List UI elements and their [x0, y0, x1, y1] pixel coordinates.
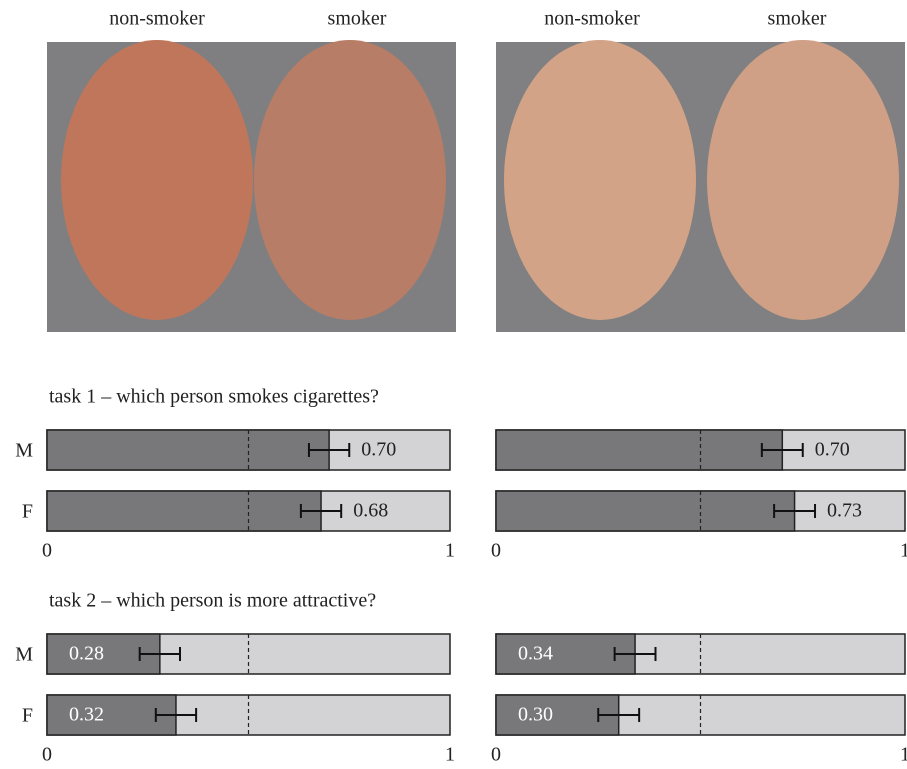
error-bar — [154, 708, 198, 722]
category-label: F — [22, 705, 33, 727]
error-bar — [597, 708, 641, 722]
bar — [495, 633, 636, 675]
error-bar — [138, 647, 181, 661]
category-label: M — [15, 644, 33, 666]
error-bar — [760, 443, 804, 457]
face — [707, 40, 899, 320]
bar — [46, 694, 177, 736]
face-label: smoker — [768, 8, 827, 30]
bar — [46, 490, 322, 532]
x-tick-label: 0 — [42, 744, 52, 764]
face-label: smoker — [328, 8, 387, 30]
x-tick-label: 1 — [445, 540, 455, 562]
category-label: F — [22, 501, 33, 523]
face-label: non-smoker — [109, 8, 205, 30]
value-label: 0.70 — [361, 439, 396, 461]
value-label: 0.68 — [353, 500, 388, 522]
error-bar — [613, 647, 657, 661]
bar — [46, 429, 330, 471]
face-label: non-smoker — [544, 8, 640, 30]
x-tick-label: 0 — [491, 540, 501, 562]
x-tick-label: 0 — [42, 540, 52, 562]
x-tick-label: 1 — [445, 744, 455, 764]
x-tick-label: 1 — [900, 540, 907, 562]
error-bar — [307, 443, 351, 457]
x-tick-label: 1 — [900, 744, 907, 764]
face — [61, 40, 253, 320]
value-label: 0.73 — [827, 500, 862, 522]
value-label: 0.70 — [815, 439, 850, 461]
chart-title: task 2 – which person is more attractive… — [49, 590, 376, 612]
category-label: M — [15, 440, 33, 462]
face — [504, 40, 696, 320]
value-label: 0.34 — [518, 643, 553, 665]
x-tick-label: 0 — [491, 744, 501, 764]
chart-title: task 1 – which person smokes cigarettes? — [49, 386, 379, 408]
value-label: 0.30 — [518, 704, 553, 726]
value-label: 0.28 — [69, 643, 104, 665]
error-bar — [299, 504, 343, 518]
bar — [495, 490, 796, 532]
value-label: 0.32 — [69, 704, 104, 726]
face — [254, 40, 446, 320]
bar — [495, 429, 784, 471]
error-bar — [773, 504, 817, 518]
